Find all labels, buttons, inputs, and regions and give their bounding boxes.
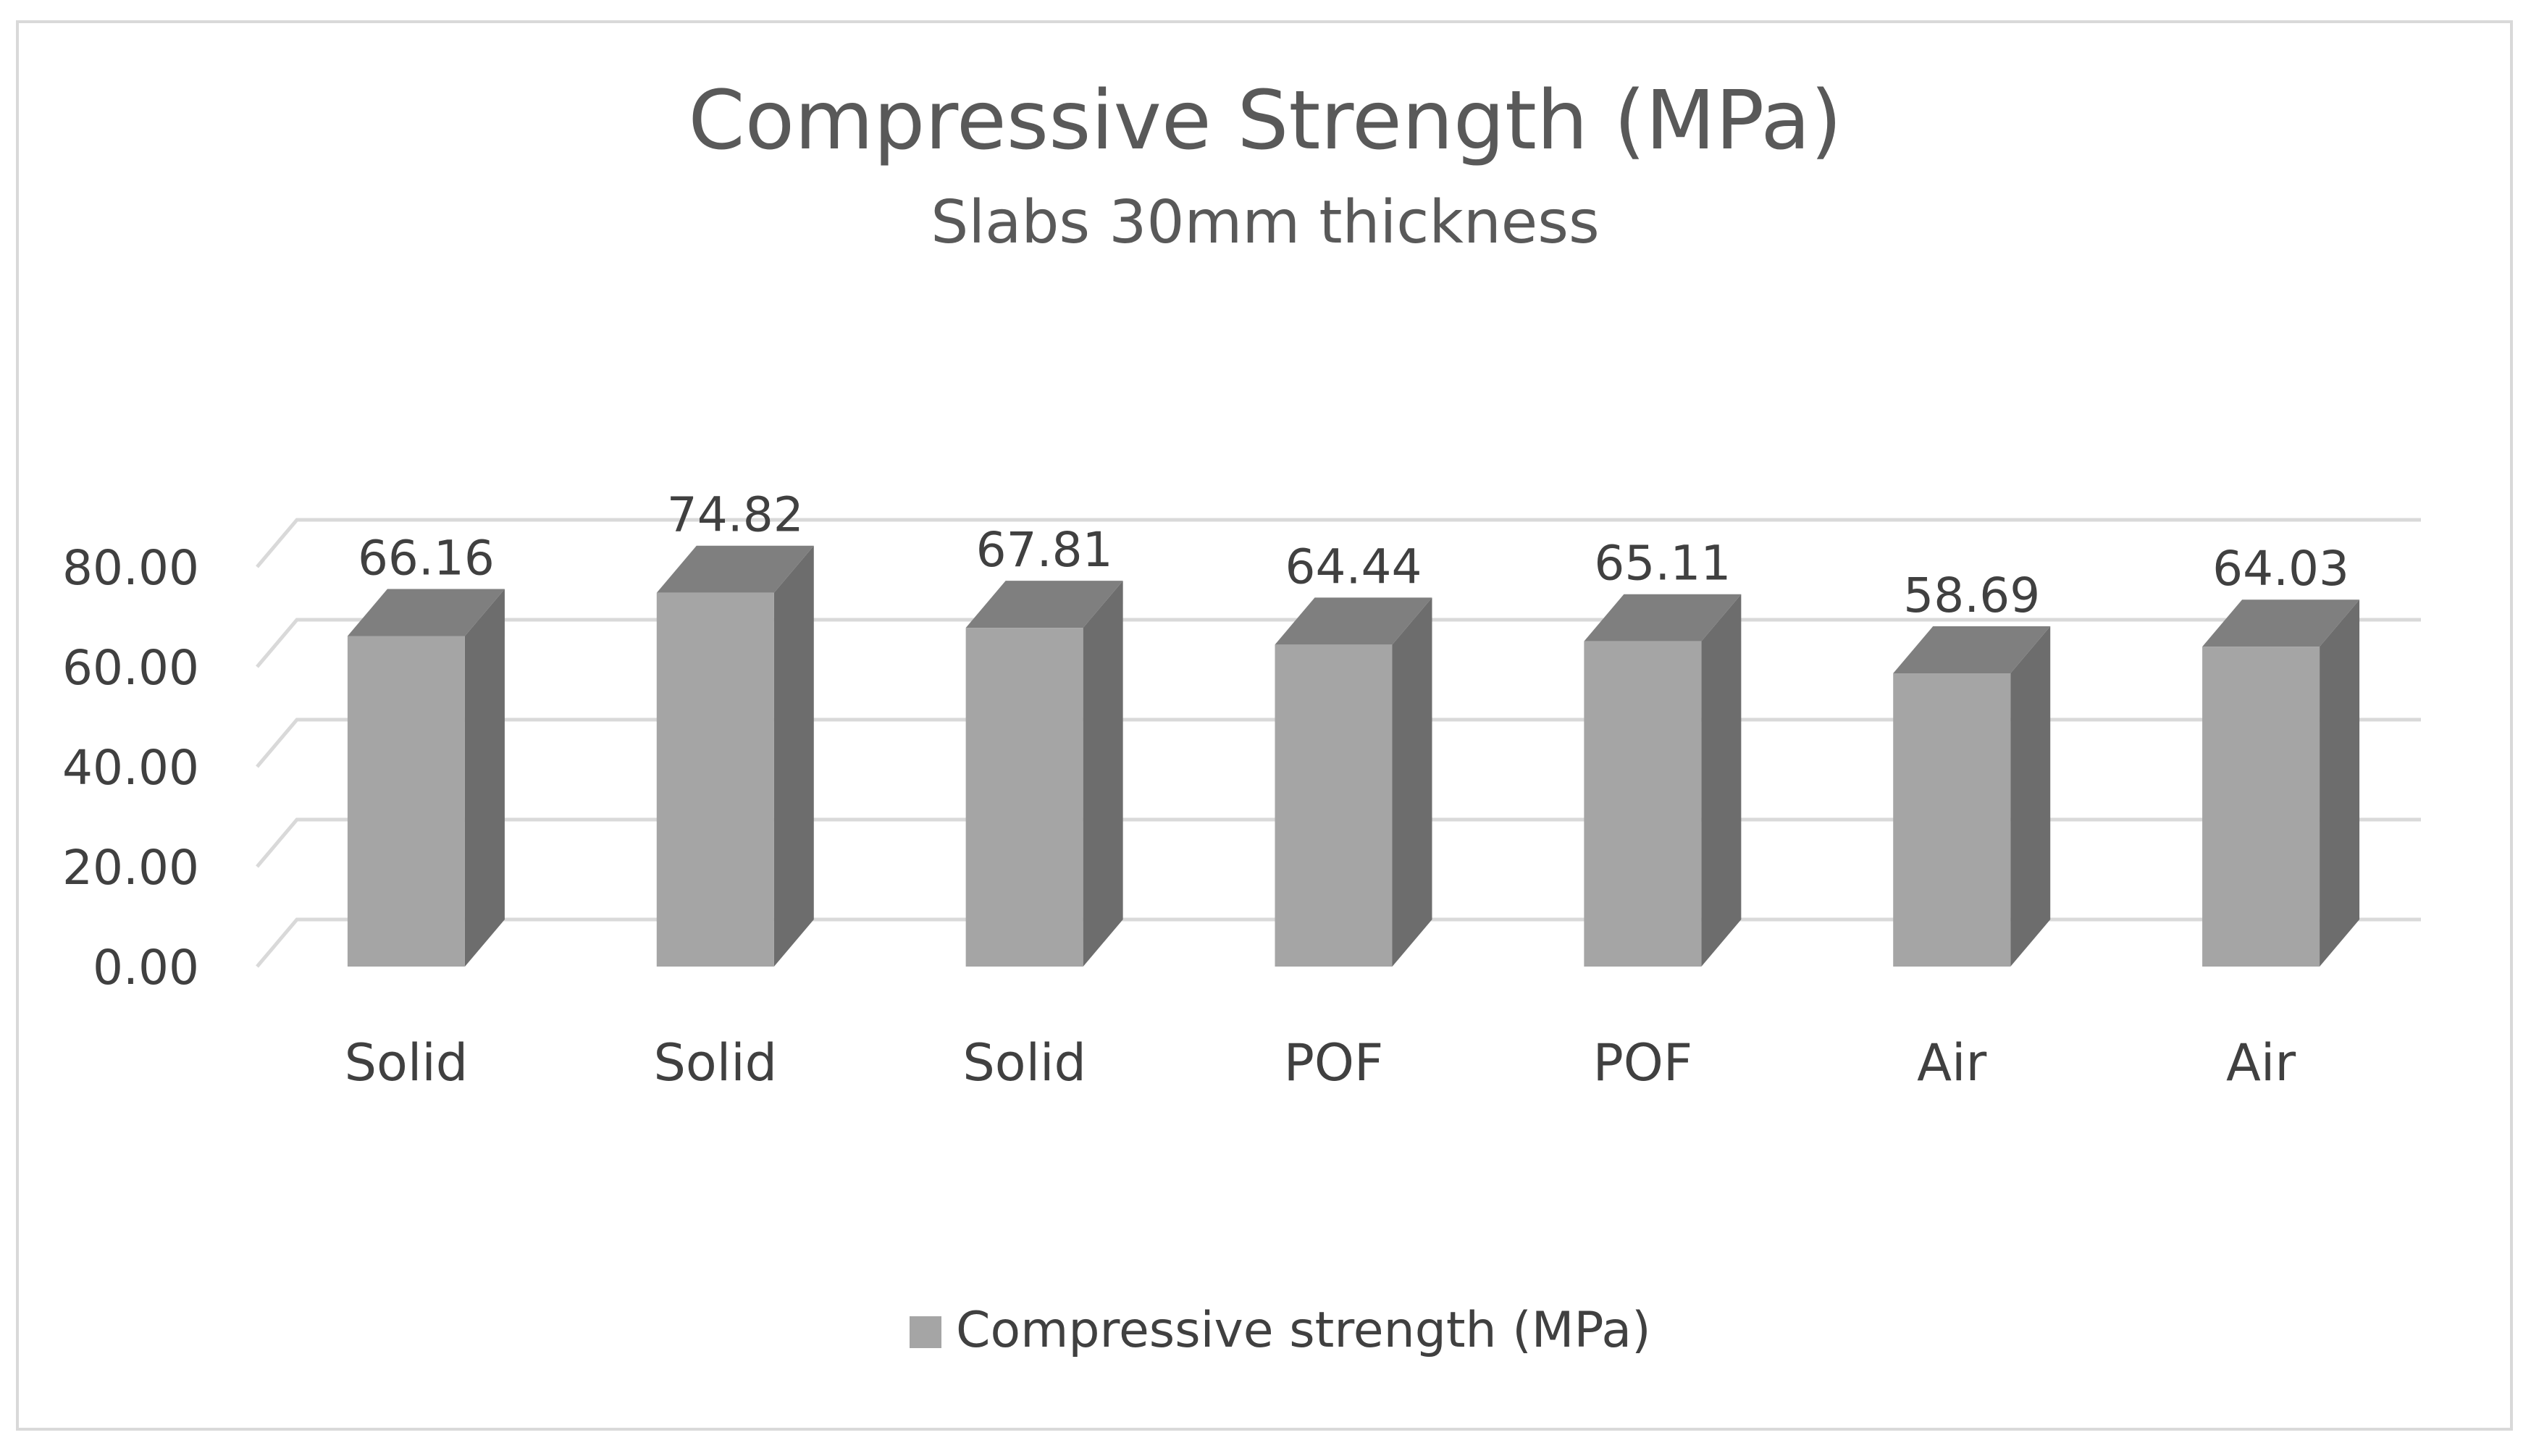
bar: [2202, 599, 2360, 967]
bar: [656, 545, 814, 967]
data-labels: 66.16 74.82 67.81 64.44 65.11 58.69 64.03: [358, 487, 2349, 623]
bar-top: [347, 589, 505, 636]
data-label: 67.81: [976, 522, 1113, 578]
bar-front: [1584, 641, 1702, 967]
bar-top: [2202, 599, 2360, 647]
bar-side: [2010, 626, 2051, 967]
bar-side: [1701, 594, 1742, 967]
data-label: 64.03: [2212, 541, 2349, 597]
x-category-label: Solid: [653, 1033, 777, 1093]
x-category-label: POF: [1284, 1033, 1384, 1093]
y-tick-label: 0.00: [93, 940, 199, 996]
y-tick-label: 80.00: [62, 540, 199, 596]
bar: [965, 581, 1123, 967]
x-category-label: Air: [2226, 1033, 2296, 1093]
bar-side: [464, 589, 505, 967]
legend-label: Compressive strength (MPa): [956, 1302, 1651, 1359]
data-label: 74.82: [667, 487, 804, 543]
bar-top: [656, 545, 814, 593]
bar-front: [2202, 647, 2320, 967]
data-label: 65.11: [1594, 536, 1731, 592]
legend: Compressive strength (MPa): [910, 1302, 1651, 1359]
bar-front: [1275, 644, 1393, 967]
bar-front: [656, 592, 774, 967]
bar-side: [1083, 581, 1123, 967]
y-axis-ticks: 0.00 20.00 40.00 60.00 80.00: [62, 540, 199, 996]
bar-top: [1584, 594, 1742, 641]
bar: [1893, 626, 2051, 967]
y-tick-label: 60.00: [62, 640, 199, 696]
bar: [347, 589, 505, 967]
x-category-label: Air: [1917, 1033, 1986, 1093]
bar-front: [1893, 673, 2011, 967]
bar: [1275, 597, 1432, 967]
data-label: 64.44: [1285, 539, 1422, 594]
bar-side: [2320, 599, 2360, 967]
data-label: 66.16: [358, 530, 495, 586]
bars: [347, 545, 2360, 967]
x-category-label: Solid: [962, 1033, 1086, 1093]
gridline: [256, 518, 2421, 568]
chart-subtitle: Slabs 30mm thickness: [931, 188, 1599, 257]
x-category-label: POF: [1593, 1033, 1693, 1093]
bar-side: [1392, 597, 1432, 967]
bar-front: [347, 636, 465, 967]
bar-top: [1275, 597, 1432, 645]
bar-side: [773, 545, 814, 967]
chart-title: Compressive Strength (MPa): [688, 74, 1842, 168]
y-tick-label: 20.00: [62, 840, 199, 896]
bar-front: [965, 628, 1083, 967]
x-category-label: Solid: [345, 1033, 469, 1093]
bar-top: [965, 581, 1123, 628]
legend-swatch: [910, 1316, 941, 1348]
y-tick-label: 40.00: [62, 740, 199, 796]
bar: [1584, 594, 1742, 967]
data-label: 58.69: [1903, 568, 2040, 623]
x-axis-categories: Solid Solid Solid POF POF Air Air: [345, 1033, 2296, 1093]
bar-top: [1893, 626, 2051, 674]
